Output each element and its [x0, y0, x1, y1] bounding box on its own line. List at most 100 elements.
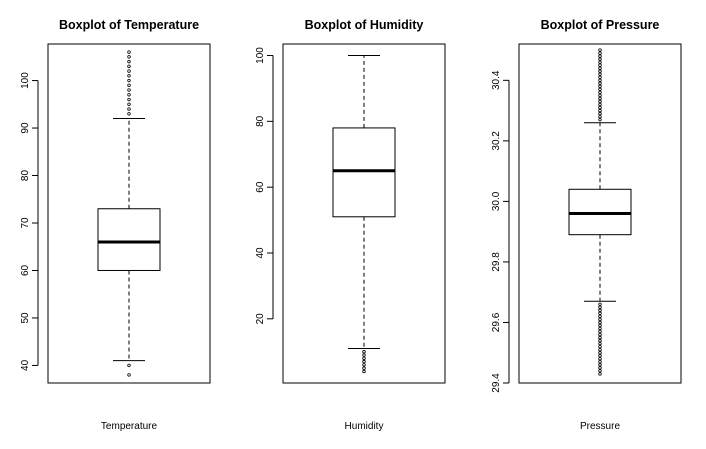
outlier-point: [127, 373, 131, 377]
iqr-box: [332, 127, 396, 218]
outlier-point: [598, 317, 602, 322]
outlier-point: [127, 97, 131, 102]
y-tick-label: 60: [255, 181, 266, 193]
outlier-point: [362, 363, 366, 367]
outlier-point: [598, 351, 602, 355]
y-tick-label: 100: [255, 47, 266, 64]
outlier-point: [598, 75, 602, 79]
outlier-point: [127, 112, 131, 116]
outlier-point: [127, 55, 131, 59]
outlier-point: [598, 84, 602, 89]
outlier-point: [598, 332, 602, 337]
outlier-point: [598, 302, 602, 307]
iqr-box: [97, 208, 161, 271]
outlier-point: [127, 74, 131, 78]
outlier-point: [598, 57, 602, 61]
outlier-point: [598, 308, 602, 313]
outlier-point: [362, 369, 366, 374]
outlier-point: [127, 64, 131, 69]
outlier-point: [598, 311, 602, 316]
outlier-point: [598, 111, 602, 116]
outlier-point: [598, 360, 602, 364]
outlier-point: [127, 59, 131, 64]
chart-title: Boxplot of Pressure: [541, 18, 660, 32]
y-tick-label: 30.0: [491, 191, 502, 211]
outlier-point: [598, 357, 602, 361]
outlier-point: [598, 114, 602, 119]
chart-title: Boxplot of Humidity: [305, 18, 424, 32]
outlier-point: [598, 366, 602, 370]
outlier-point: [127, 83, 131, 88]
y-tick-label: 40: [20, 359, 31, 371]
outlier-point: [598, 90, 602, 95]
outlier-point: [598, 320, 602, 325]
outlier-point: [598, 81, 602, 86]
outlier-point: [598, 96, 602, 101]
plot-frame: [282, 43, 446, 384]
outlier-point: [362, 359, 366, 364]
outlier-point: [598, 66, 602, 70]
outlier-point: [598, 105, 602, 110]
outlier-point: [598, 60, 602, 64]
outlier-point: [362, 356, 366, 361]
outlier-point: [127, 93, 131, 97]
outlier-point: [362, 353, 366, 357]
y-tick-label: 80: [255, 115, 266, 127]
outlier-point: [598, 78, 602, 83]
y-tick-label: 100: [20, 72, 31, 89]
y-tick-label: 60: [20, 264, 31, 276]
outlier-point: [598, 305, 602, 310]
outlier-point: [598, 72, 602, 76]
outlier-point: [598, 363, 602, 367]
y-tick-label: 29.6: [491, 312, 502, 332]
outlier-point: [598, 108, 602, 113]
y-tick-label: 30.4: [491, 70, 502, 90]
x-axis-label: Humidity: [345, 421, 384, 432]
outlier-point: [598, 369, 602, 373]
outlier-point: [598, 372, 602, 376]
outlier-point: [127, 88, 131, 92]
y-tick-label: 80: [20, 170, 31, 182]
x-axis-label: Pressure: [580, 421, 620, 432]
outlier-point: [598, 87, 602, 92]
outlier-point: [598, 99, 602, 104]
outlier-point: [598, 323, 602, 328]
outlier-point: [127, 69, 131, 73]
plot-frame: [47, 43, 211, 384]
y-tick-label: 29.8: [491, 252, 502, 272]
outlier-point: [598, 51, 602, 55]
outlier-point: [598, 341, 602, 346]
outlier-point: [598, 63, 602, 67]
outlier-point: [598, 102, 602, 107]
y-tick-label: 29.4: [491, 373, 502, 393]
outlier-point: [127, 363, 131, 368]
y-tick-label: 40: [255, 247, 266, 259]
plot-frame: [518, 43, 682, 384]
outlier-point: [127, 107, 131, 111]
outlier-point: [127, 102, 131, 106]
y-tick-label: 30.2: [491, 131, 502, 151]
outlier-point: [127, 78, 131, 83]
outlier-point: [598, 69, 602, 73]
outlier-point: [362, 366, 366, 370]
outlier-point: [598, 338, 602, 343]
y-tick-label: 90: [20, 122, 31, 134]
outlier-point: [598, 335, 602, 340]
outlier-point: [598, 54, 602, 58]
outlier-point: [598, 93, 602, 98]
y-tick-label: 50: [20, 312, 31, 324]
chart-title: Boxplot of Temperature: [59, 18, 199, 32]
y-tick-label: 70: [20, 217, 31, 229]
outlier-point: [598, 348, 602, 352]
outlier-point: [598, 117, 602, 122]
outlier-point: [598, 314, 602, 319]
iqr-box: [568, 188, 632, 236]
outlier-point: [598, 326, 602, 331]
outlier-point: [362, 350, 366, 354]
y-tick-label: 20: [255, 313, 266, 325]
outlier-point: [598, 48, 602, 52]
outlier-point: [598, 329, 602, 334]
outlier-point: [127, 50, 131, 54]
